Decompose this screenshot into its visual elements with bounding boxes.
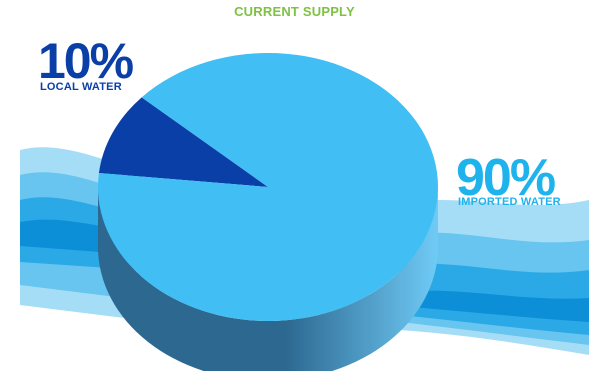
local-water-label: LOCAL WATER (40, 81, 122, 93)
imported-water-percent: 90% (456, 149, 556, 207)
imported-water-label: IMPORTED WATER (458, 196, 561, 208)
local-water-percent: 10% (38, 33, 134, 89)
wave-band (400, 290, 589, 322)
pie-side-wall (98, 187, 438, 371)
decorative-waves-right (400, 200, 589, 355)
pie-slice-local-water (98, 97, 268, 187)
pie-slice-imported-water (98, 52, 439, 322)
pie-chart (98, 52, 439, 371)
chart-title: CURRENT SUPPLY (234, 4, 355, 19)
